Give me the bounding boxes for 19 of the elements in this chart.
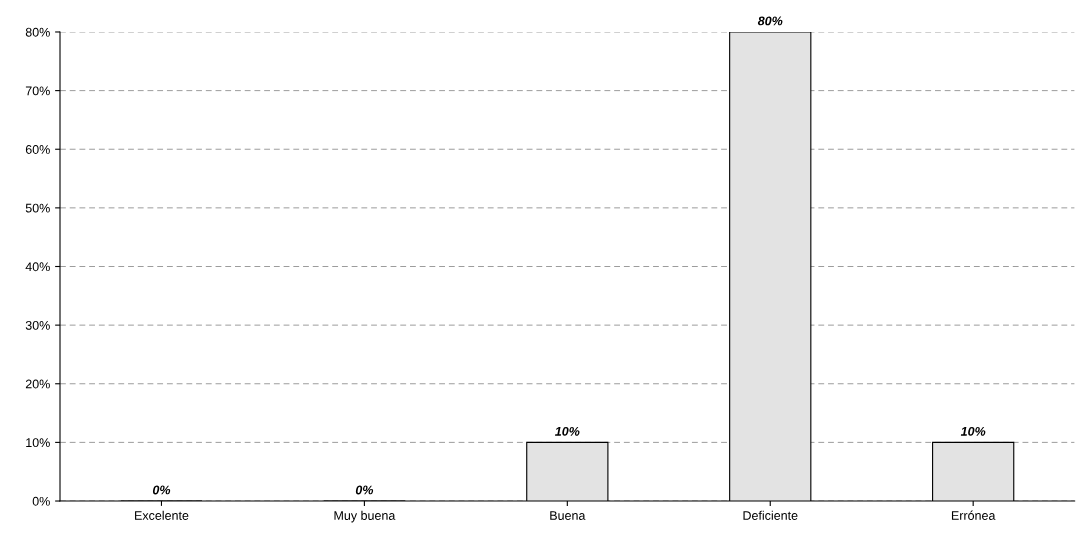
y-tick-label: 60% — [25, 145, 50, 154]
y-tick-label: 0% — [32, 496, 50, 506]
x-tick-label: Buena — [550, 511, 586, 520]
data-label: 80% — [757, 16, 783, 26]
data-label: 10% — [960, 426, 986, 436]
y-tick-label: 10% — [26, 438, 50, 448]
y-tick-label: 70% — [25, 86, 50, 96]
y-tick-label: 80% — [25, 27, 50, 37]
y-tick-label: 30% — [25, 320, 50, 330]
y-tick-label: 50% — [25, 203, 50, 213]
y-tick-label: 40% — [25, 262, 50, 272]
data-label: 10% — [555, 426, 580, 436]
x-tick-label: Errónea — [951, 510, 996, 520]
data-label: 0% — [355, 485, 374, 495]
y-tick-label: 20% — [25, 379, 50, 389]
data-label: 0% — [152, 485, 171, 495]
x-tick-label: Deficiente — [743, 510, 798, 520]
x-tick-label: Muy buena — [334, 510, 396, 523]
x-tick-label: Excelente — [135, 510, 189, 520]
